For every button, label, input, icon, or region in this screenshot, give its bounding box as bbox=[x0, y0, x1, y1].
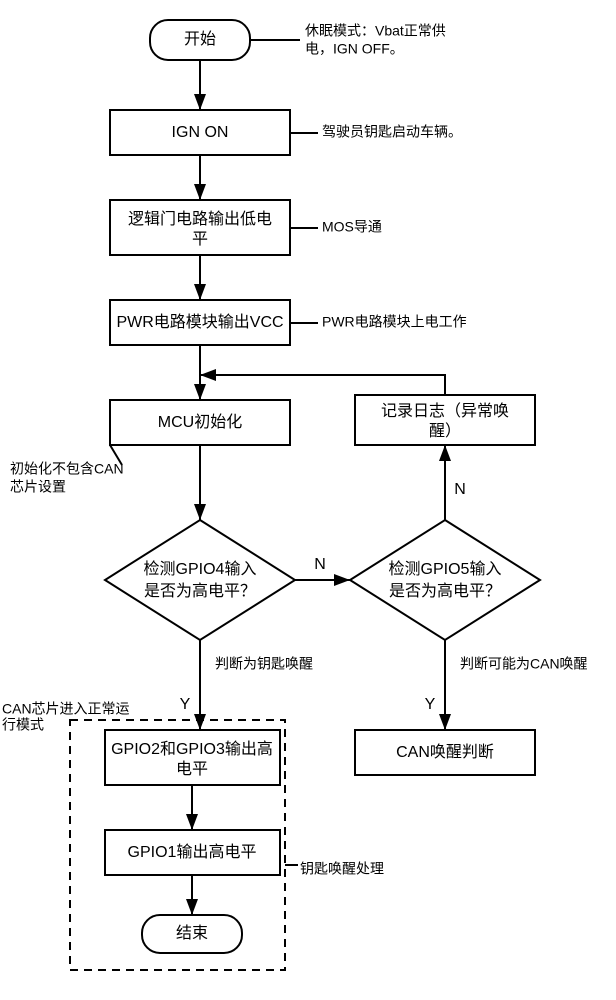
ignon-label: IGN ON bbox=[172, 124, 229, 141]
logic-label1: 逻辑门电路输出低电 bbox=[128, 210, 272, 228]
d2-y-annot: 判断可能为CAN唤醒 bbox=[460, 656, 588, 672]
start-label: 开始 bbox=[184, 30, 216, 48]
mcu-label: MCU初始化 bbox=[158, 413, 242, 431]
arrow-log-mcu bbox=[200, 375, 445, 395]
logic-label2: 平 bbox=[192, 231, 208, 248]
d1-y-annot: 判断为钥匙唤醒 bbox=[215, 656, 313, 672]
start-annot1: 休眠模式：Vbat正常供 bbox=[305, 23, 446, 39]
start-annot2: 电，IGN OFF。 bbox=[305, 41, 404, 57]
mcu-annot2: 芯片设置 bbox=[10, 479, 66, 495]
d1-y-label: Y bbox=[180, 696, 191, 713]
d1-line2: 是否为高电平？ bbox=[144, 582, 256, 600]
ignon-annot: 驾驶员钥匙启动车辆。 bbox=[322, 124, 462, 140]
gpio23-line2: 电平 bbox=[176, 760, 208, 778]
gpio23-line1: GPIO2和GPIO3输出高 bbox=[111, 740, 273, 758]
log-line1: 记录日志（异常唤 bbox=[381, 402, 509, 420]
d2-line1: 检测GPIO5输入 bbox=[389, 560, 502, 578]
can-annot1: CAN芯片进入正常运 bbox=[2, 701, 130, 717]
decision-gpio5 bbox=[350, 520, 540, 640]
flowchart-canvas: 钥匙唤醒处理 开始 休眠模式：Vbat正常供 电，IGN OFF。 IGN ON… bbox=[0, 0, 616, 1000]
mcu-annot1: 初始化不包含CAN bbox=[10, 461, 124, 477]
d1-n-label: N bbox=[314, 556, 326, 573]
end-label: 结束 bbox=[176, 924, 208, 942]
can-annot2: 行模式 bbox=[2, 717, 44, 733]
d2-n-label: N bbox=[454, 481, 466, 498]
canw-label: CAN唤醒判断 bbox=[396, 743, 494, 761]
gpio1-label: GPIO1输出高电平 bbox=[128, 843, 257, 861]
decision-gpio4 bbox=[105, 520, 295, 640]
pwr-label: PWR电路模块输出VCC bbox=[116, 313, 283, 331]
logic-annot: MOS导通 bbox=[322, 219, 382, 235]
d1-line1: 检测GPIO4输入 bbox=[144, 560, 257, 578]
log-line2: 醒） bbox=[429, 422, 461, 440]
pwr-annot: PWR电路模块上电工作 bbox=[322, 314, 467, 330]
key-group-label: 钥匙唤醒处理 bbox=[300, 861, 384, 877]
d2-y-label: Y bbox=[425, 696, 436, 713]
d2-line2: 是否为高电平？ bbox=[389, 582, 501, 600]
